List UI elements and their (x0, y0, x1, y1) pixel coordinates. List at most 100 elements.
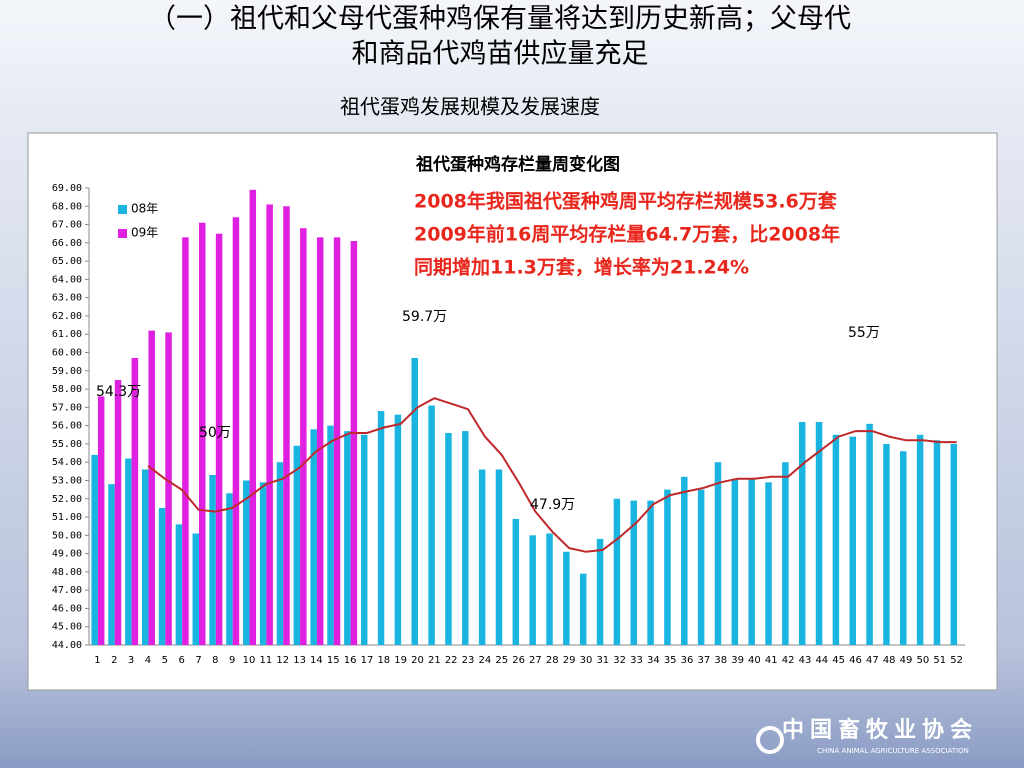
bar (782, 462, 789, 645)
bar (832, 434, 840, 645)
bar (748, 478, 755, 645)
bar (266, 204, 273, 645)
bar (731, 478, 739, 645)
bar (697, 489, 705, 645)
x-tick-label: 16 (344, 655, 357, 666)
x-tick-label: 49 (900, 655, 913, 666)
x-tick-label: 13 (293, 655, 306, 666)
bar (293, 445, 301, 645)
x-tick-label: 34 (647, 655, 660, 666)
x-tick-label: 39 (731, 655, 744, 666)
logo-icon (756, 726, 784, 754)
slide-title: （一）祖代和父母代蛋种鸡保有量将达到历史新高；父母代 (149, 4, 851, 35)
x-tick-label: 22 (445, 655, 458, 666)
x-tick-label: 4 (145, 655, 151, 666)
note: 2009年前16周平均存栏量64.7万套，比2008年 (414, 223, 840, 246)
y-tick-label: 45.00 (52, 622, 82, 633)
bar (714, 462, 722, 645)
x-tick-label: 6 (178, 655, 184, 666)
y-tick-label: 68.00 (52, 201, 82, 212)
bar (495, 469, 503, 645)
note: 同期增加11.3万套，增长率为21.24% (414, 256, 749, 279)
bar (316, 237, 324, 645)
bar (148, 330, 155, 645)
y-tick-label: 65.00 (52, 256, 82, 267)
x-tick-label: 38 (714, 655, 727, 666)
x-tick-label: 10 (243, 655, 256, 666)
bar (916, 434, 924, 645)
annotation: 59.7万 (402, 309, 447, 325)
bar (900, 451, 907, 645)
bar (866, 423, 873, 645)
y-tick-label: 57.00 (52, 402, 82, 413)
bar (394, 414, 402, 645)
x-tick-label: 36 (681, 655, 694, 666)
y-tick-label: 47.00 (52, 585, 82, 596)
x-tick-label: 41 (765, 655, 778, 666)
bar (344, 431, 351, 645)
y-tick-label: 56.00 (52, 421, 82, 432)
y-tick-label: 51.00 (52, 512, 82, 523)
x-tick-label: 3 (128, 655, 134, 666)
x-tick-label: 40 (748, 655, 761, 666)
annotation: 55万 (848, 325, 880, 341)
legend-label: 08年 (131, 202, 158, 216)
x-tick-label: 29 (563, 655, 576, 666)
bar (333, 237, 341, 645)
x-tick-label: 18 (377, 655, 390, 666)
bar (192, 533, 199, 645)
plot: 44.00 45.00 46.00 47.00 48.00 49.00 50.00 51.00… (52, 183, 965, 666)
y-tick-label: 50.00 (52, 530, 82, 541)
bar (108, 484, 115, 645)
x-tick-label: 12 (276, 655, 289, 666)
bar (647, 500, 654, 645)
x-tick-label: 47 (866, 655, 879, 666)
bar (596, 538, 604, 645)
legend-swatch (118, 205, 127, 214)
bar (664, 489, 671, 645)
slide-subtitle: 祖代蛋鸡发展规模及发展速度 (340, 95, 600, 119)
x-tick-label: 28 (546, 655, 559, 666)
x-tick-label: 7 (195, 655, 201, 666)
x-tick-label: 46 (849, 655, 862, 666)
bar (327, 425, 334, 645)
bar (933, 440, 941, 645)
chart-title: 祖代蛋种鸡存栏量周变化图 (415, 154, 620, 175)
x-tick-label: 21 (428, 655, 441, 666)
x-tick-label: 31 (596, 655, 609, 666)
bar (131, 358, 139, 645)
bar (215, 233, 223, 645)
bar (512, 518, 520, 645)
annotation: 54.3万 (96, 384, 141, 400)
bar (141, 469, 149, 645)
x-tick-label: 42 (782, 655, 795, 666)
x-tick-label: 44 (815, 655, 828, 666)
y-tick-label: 66.00 (52, 238, 82, 249)
bar (546, 533, 553, 645)
y-tick-label: 60.00 (52, 348, 82, 359)
x-tick-label: 30 (580, 655, 593, 666)
bar (681, 476, 688, 645)
y-tick-label: 44.00 (52, 640, 82, 651)
x-tick-label: 14 (310, 655, 323, 666)
x-tick-label: 51 (933, 655, 946, 666)
bar (259, 482, 267, 645)
bar (883, 443, 890, 645)
y-tick-label: 49.00 (52, 549, 82, 560)
bar (350, 241, 358, 645)
annotation: 47.9万 (530, 497, 575, 513)
x-tick-label: 19 (394, 655, 407, 666)
x-tick-label: 48 (883, 655, 896, 666)
bar (529, 535, 536, 645)
logo-name: 中国畜牧业协会 (782, 717, 978, 743)
bar (232, 217, 240, 646)
bar (630, 500, 637, 645)
bar (815, 421, 823, 645)
x-tick-label: 8 (212, 655, 218, 666)
bar (462, 431, 469, 645)
y-tick-label: 52.00 (52, 494, 82, 505)
x-tick-label: 25 (495, 655, 508, 666)
bar (175, 524, 183, 645)
x-tick-label: 1 (94, 655, 100, 666)
